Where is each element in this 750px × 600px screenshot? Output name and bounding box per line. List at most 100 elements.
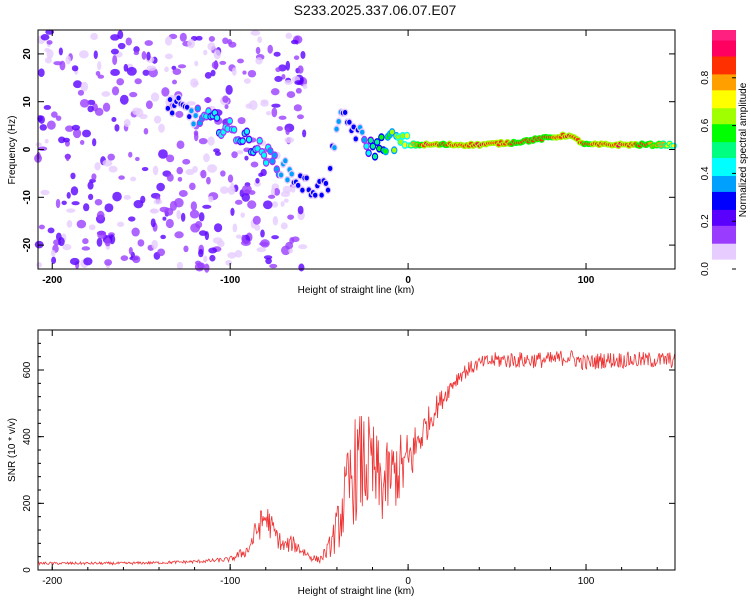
noise-blob — [235, 234, 242, 239]
noise-blob — [260, 229, 265, 238]
noise-blob — [141, 51, 147, 60]
noise-blob — [250, 161, 259, 168]
noise-blob — [150, 208, 157, 214]
noise-blob — [92, 138, 97, 147]
colorbar-segment — [712, 181, 736, 184]
noise-blob — [220, 186, 229, 194]
noise-blob — [172, 68, 182, 75]
colorbar-segment — [712, 191, 736, 194]
ridge-core — [214, 115, 220, 121]
colorbar-segment — [712, 69, 736, 73]
colorbar-segment — [712, 267, 736, 270]
noise-blob — [293, 55, 300, 60]
noise-blob — [65, 153, 70, 162]
noise-blob — [62, 137, 70, 143]
ridge-core — [189, 108, 194, 114]
noise-blob — [39, 124, 47, 131]
noise-blob — [91, 173, 97, 181]
noise-blob — [79, 140, 85, 145]
colorbar-segment — [712, 37, 736, 41]
colorbar-segment — [712, 153, 736, 157]
colorbar-segment — [712, 257, 736, 260]
noise-blob — [231, 151, 238, 159]
noise-blob — [66, 220, 73, 228]
x-tick-label: 0 — [405, 275, 411, 286]
colorbar-segment — [712, 201, 736, 204]
noise-blob — [137, 239, 145, 247]
noise-blob — [152, 165, 159, 176]
noise-blob — [176, 209, 181, 220]
noise-blob — [208, 36, 215, 42]
noise-blob — [287, 214, 295, 220]
colorbar-segment — [712, 195, 736, 198]
noise-blob — [194, 60, 199, 67]
snr-frame — [37, 329, 676, 571]
noise-blob — [166, 173, 174, 182]
noise-blob — [185, 168, 195, 176]
noise-blob — [133, 51, 140, 56]
colorbar-segment — [712, 93, 736, 97]
ridge-core — [227, 118, 233, 124]
noise-blob — [198, 212, 205, 222]
colorbar-segment — [712, 223, 736, 226]
noise-blob — [87, 99, 96, 106]
noise-blob — [58, 47, 63, 56]
ridge-core — [372, 154, 378, 160]
colorbar-segment — [712, 161, 736, 165]
y-tick-label: 600 — [22, 361, 33, 378]
noise-blob — [162, 216, 167, 221]
noise-blob — [245, 103, 253, 109]
noise-blob — [240, 239, 251, 246]
noise-blob — [111, 117, 117, 122]
noise-blob — [176, 261, 183, 270]
colorbar-segment — [712, 65, 736, 69]
noise-blob — [108, 165, 118, 173]
noise-blob — [110, 48, 119, 55]
ridge-core — [270, 158, 275, 164]
noise-blob — [237, 117, 246, 125]
noise-blob — [178, 190, 188, 197]
noise-blob — [230, 182, 235, 192]
noise-blob — [51, 256, 57, 264]
noise-blob — [50, 249, 56, 257]
noise-blob — [38, 224, 45, 230]
colorbar-segment — [712, 129, 736, 133]
colorbar-segment — [712, 59, 736, 63]
colorbar-segment — [712, 265, 736, 268]
noise-blob — [150, 92, 160, 102]
noise-blob — [285, 127, 290, 136]
ridge-core — [398, 139, 403, 145]
noise-blob — [203, 153, 210, 163]
noise-blob — [93, 50, 98, 60]
noise-blob — [240, 212, 245, 218]
y-tick-label: -10 — [22, 190, 33, 205]
noise-blob — [222, 95, 229, 103]
colorbar-segment — [712, 119, 736, 123]
ridge-core — [336, 119, 341, 125]
noise-blob — [266, 110, 271, 116]
ridge-core — [392, 147, 397, 153]
noise-blob — [36, 262, 43, 268]
noise-blob — [150, 218, 156, 228]
noise-blob — [97, 60, 102, 71]
colorbar-segment — [712, 87, 736, 91]
noise-blob — [53, 61, 63, 66]
colorbar-segment — [712, 163, 736, 167]
ridge-core — [359, 129, 365, 135]
colorbar-segment — [712, 113, 736, 117]
noise-blob — [193, 81, 199, 86]
noise-blob — [107, 153, 115, 161]
noise-blob — [208, 195, 214, 203]
noise-blob — [158, 149, 168, 159]
colorbar-segment — [712, 203, 736, 206]
noise-blob — [207, 42, 216, 51]
noise-blob — [61, 200, 67, 206]
colorbar-segment — [712, 199, 736, 202]
colorbar-segment — [712, 127, 736, 131]
noise-blob — [228, 41, 237, 48]
noise-blob — [69, 257, 80, 266]
noise-blob — [271, 186, 276, 197]
noise-blob — [58, 237, 65, 247]
noise-blob — [243, 78, 251, 84]
